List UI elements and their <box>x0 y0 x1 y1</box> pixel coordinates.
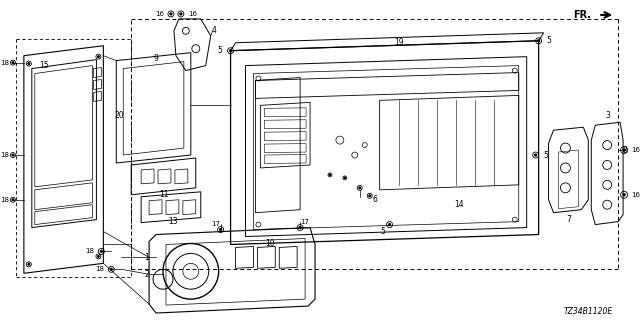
Circle shape <box>300 227 301 228</box>
Circle shape <box>12 154 13 156</box>
Circle shape <box>28 264 29 265</box>
Text: 2: 2 <box>145 270 149 279</box>
Circle shape <box>12 199 13 201</box>
Circle shape <box>100 251 102 252</box>
Text: TZ34B1120E: TZ34B1120E <box>564 307 613 316</box>
Text: 4: 4 <box>211 26 216 35</box>
Circle shape <box>98 256 99 257</box>
Text: 16: 16 <box>188 11 197 17</box>
Circle shape <box>220 229 221 230</box>
Circle shape <box>369 195 371 196</box>
Text: 17: 17 <box>301 219 310 225</box>
Text: 16: 16 <box>631 147 640 153</box>
Text: 18: 18 <box>0 197 9 203</box>
Text: 10: 10 <box>266 239 275 248</box>
Text: 18: 18 <box>85 248 95 254</box>
Text: 5: 5 <box>543 150 548 160</box>
Circle shape <box>111 268 112 270</box>
Text: 9: 9 <box>154 54 159 63</box>
Text: 18: 18 <box>95 266 104 272</box>
Circle shape <box>623 149 625 151</box>
Text: 19: 19 <box>395 38 404 47</box>
Circle shape <box>180 13 182 15</box>
Text: 20: 20 <box>115 111 124 120</box>
Text: 18: 18 <box>0 152 9 158</box>
Text: 18: 18 <box>0 60 9 66</box>
Text: 5: 5 <box>380 227 385 236</box>
Text: 14: 14 <box>454 200 464 209</box>
Text: 5: 5 <box>547 36 552 45</box>
Circle shape <box>359 187 360 188</box>
Circle shape <box>388 224 390 226</box>
Circle shape <box>230 50 232 52</box>
Circle shape <box>12 62 13 63</box>
Text: 1: 1 <box>145 253 149 262</box>
Text: 6: 6 <box>372 195 377 204</box>
Text: 15: 15 <box>39 61 49 70</box>
Text: 11: 11 <box>159 190 169 199</box>
Text: 17: 17 <box>211 220 220 227</box>
Text: 8: 8 <box>622 146 627 155</box>
Circle shape <box>329 174 331 176</box>
Circle shape <box>538 40 540 42</box>
Text: 16: 16 <box>155 11 164 17</box>
Circle shape <box>535 154 536 156</box>
Circle shape <box>170 13 172 15</box>
Text: 16: 16 <box>631 192 640 198</box>
Circle shape <box>623 194 625 196</box>
Text: FR.: FR. <box>573 10 591 20</box>
Text: 7: 7 <box>566 215 571 224</box>
Text: 3: 3 <box>605 111 611 120</box>
Circle shape <box>28 63 29 64</box>
Text: 13: 13 <box>168 217 178 226</box>
Circle shape <box>344 177 346 179</box>
Text: 5: 5 <box>218 46 223 55</box>
Circle shape <box>98 56 99 57</box>
